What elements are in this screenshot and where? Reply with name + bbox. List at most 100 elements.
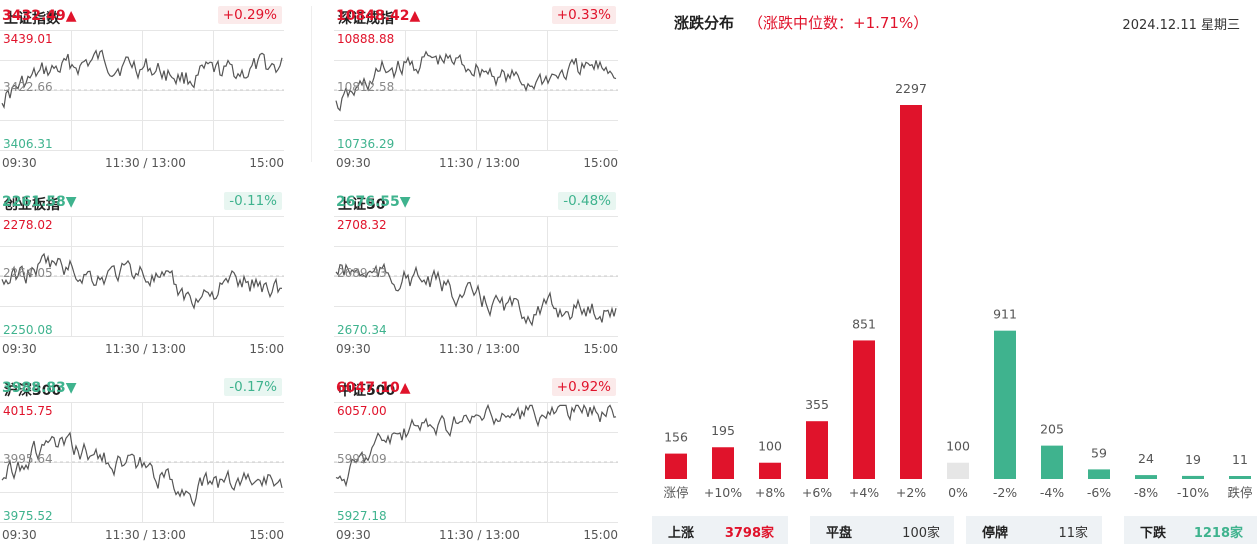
bar-value-label: 851 xyxy=(852,316,876,331)
time-label: 11:30 / 13:00 xyxy=(105,528,186,542)
bar-value-label: 100 xyxy=(946,439,970,454)
bar-value-label: 195 xyxy=(711,423,735,438)
index-sparkline xyxy=(0,402,284,523)
time-label: 09:30 xyxy=(2,342,37,356)
bar-6 xyxy=(947,462,969,479)
index-sparkline xyxy=(0,216,284,337)
time-label: 09:30 xyxy=(336,342,371,356)
price-line xyxy=(335,403,617,488)
distribution-panel: 涨跌分布 （涨跌中位数：+1.71%） 2024.12.11 星期三 156 涨停… xyxy=(650,0,1257,546)
summary-label: 下跌 xyxy=(1140,526,1167,541)
index-value: 3988.83▼ xyxy=(2,380,77,396)
index-panel-5[interactable]: 中证500 6047.10▲ +0.92% 6057.00 5992.09 5927.18… xyxy=(334,372,618,546)
summary-value: 3798家 xyxy=(724,526,774,541)
axis-high-label: 4015.75 xyxy=(3,404,53,418)
index-panel-4[interactable]: 沪深300 3988.83▼ -0.17% 4015.75 3995.64 3975.52… xyxy=(0,372,284,546)
summary-box-0: 上涨 3798家 xyxy=(652,516,788,544)
index-panel-0[interactable]: 上证指数 3432.49▲ +0.29% 3439.01 3422.66 3406.31 0… xyxy=(0,0,284,180)
summary-label: 平盘 xyxy=(826,526,853,541)
index-name: 上证50 xyxy=(338,197,386,213)
category-label: +10% xyxy=(704,485,742,500)
time-label: 15:00 xyxy=(583,528,618,542)
index-change-badge: -0.11% xyxy=(224,192,282,210)
bar-value-label: 355 xyxy=(805,397,829,412)
time-label: 11:30 / 13:00 xyxy=(439,156,520,170)
index-value: 3432.49▲ xyxy=(2,8,77,24)
bar-10 xyxy=(1135,475,1157,479)
index-value: 6047.10▲ xyxy=(336,380,411,396)
bar-1 xyxy=(712,447,734,479)
bar-9 xyxy=(1088,469,1110,479)
summary-value: 100家 xyxy=(902,526,940,541)
axis-high-label: 10888.88 xyxy=(337,32,395,46)
index-value: 10848.42▲ xyxy=(336,8,421,24)
axis-mid-label: 2264.05 xyxy=(3,266,53,280)
price-line xyxy=(335,50,617,112)
bar-value-label: 205 xyxy=(1040,422,1064,437)
axis-low-label: 5927.18 xyxy=(337,509,387,523)
index-name: 深证成指 xyxy=(338,11,394,27)
bar-2 xyxy=(759,462,781,479)
index-header: 沪深300 3988.83▼ -0.17% xyxy=(2,378,284,400)
panel-divider xyxy=(311,6,312,162)
price-line xyxy=(1,49,283,110)
category-label: +6% xyxy=(802,485,832,500)
bar-7 xyxy=(994,330,1016,479)
time-label: 09:30 xyxy=(2,528,37,542)
axis-high-label: 6057.00 xyxy=(337,404,387,418)
bar-12 xyxy=(1229,476,1251,479)
bar-value-label: 11 xyxy=(1232,452,1248,467)
category-label: +2% xyxy=(896,485,926,500)
summary-box-3: 下跌 1218家 xyxy=(1124,516,1257,544)
time-label: 15:00 xyxy=(583,156,618,170)
axis-high-label: 3439.01 xyxy=(3,32,53,46)
category-label: -8% xyxy=(1134,485,1158,500)
summary-label: 上涨 xyxy=(668,526,695,541)
bar-value-label: 156 xyxy=(664,430,688,445)
category-label: -4% xyxy=(1040,485,1064,500)
index-change-badge: +0.29% xyxy=(217,6,282,24)
index-value: 2676.55▼ xyxy=(336,194,411,210)
index-header: 中证500 6047.10▲ +0.92% xyxy=(336,378,618,400)
time-label: 11:30 / 13:00 xyxy=(105,342,186,356)
time-label: 15:00 xyxy=(249,342,284,356)
index-name: 创业板指 xyxy=(4,197,60,213)
time-label: 11:30 / 13:00 xyxy=(105,156,186,170)
category-label: -6% xyxy=(1087,485,1111,500)
index-sparkline xyxy=(334,216,618,337)
bar-value-label: 2297 xyxy=(895,81,927,96)
index-panel-1[interactable]: 深证成指 10848.42▲ +0.33% 10888.88 10812.58 10736… xyxy=(334,0,618,180)
axis-mid-label: 5992.09 xyxy=(337,452,387,466)
index-header: 创业板指 2261.58▼ -0.11% xyxy=(2,192,284,214)
index-panel-2[interactable]: 创业板指 2261.58▼ -0.11% 2278.02 2264.05 2250.08 0… xyxy=(0,186,284,366)
axis-mid-label: 2689.33 xyxy=(337,266,387,280)
bar-value-label: 24 xyxy=(1138,451,1154,466)
index-name: 中证500 xyxy=(338,383,396,399)
distribution-subtitle: （涨跌中位数：+1.71%） xyxy=(748,14,929,32)
index-panel-3[interactable]: 上证50 2676.55▼ -0.48% 2708.32 2689.33 2670.34 0… xyxy=(334,186,618,366)
distribution-bar-chart: 156 涨停 195 +10% 100 +8% 355 +6% 851 +4% 2297 +2% 100… xyxy=(663,81,1252,500)
category-label: +4% xyxy=(849,485,879,500)
index-name: 上证指数 xyxy=(4,11,60,27)
index-sparkline xyxy=(334,402,618,523)
summary-label: 停牌 xyxy=(982,526,1009,541)
time-label: 09:30 xyxy=(336,156,371,170)
time-label: 11:30 / 13:00 xyxy=(439,342,520,356)
time-label: 15:00 xyxy=(249,528,284,542)
price-line xyxy=(1,431,283,508)
index-sparkline xyxy=(0,30,284,151)
index-name: 沪深300 xyxy=(4,383,62,399)
bar-3 xyxy=(806,421,828,479)
time-label: 11:30 / 13:00 xyxy=(439,528,520,542)
index-header: 上证50 2676.55▼ -0.48% xyxy=(336,192,618,214)
bar-value-label: 59 xyxy=(1091,445,1107,460)
bar-5 xyxy=(900,105,922,479)
index-change-badge: +0.33% xyxy=(551,6,616,24)
summary-value: 1218家 xyxy=(1193,526,1243,541)
time-label: 15:00 xyxy=(583,342,618,356)
index-change-badge: +0.92% xyxy=(551,378,616,396)
time-label: 09:30 xyxy=(2,156,37,170)
bar-8 xyxy=(1041,445,1063,479)
index-change-badge: -0.48% xyxy=(558,192,616,210)
category-label: -10% xyxy=(1177,485,1209,500)
